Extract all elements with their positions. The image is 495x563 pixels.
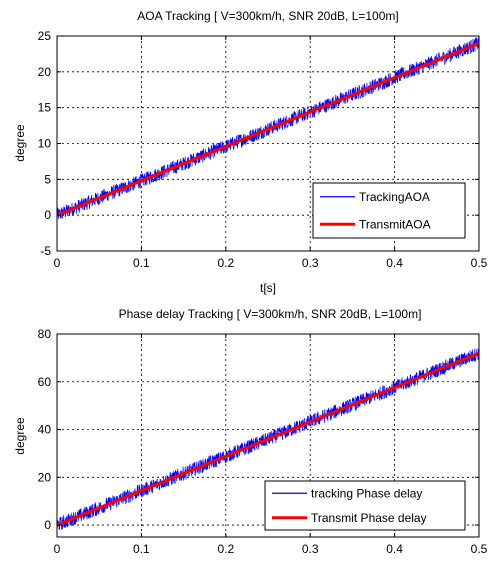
y-tick-label: -5 bbox=[40, 244, 51, 258]
chart-title: AOA Tracking [ V=300km/h, SNR 20dB, L=10… bbox=[137, 9, 398, 23]
x-tick-label: 0.4 bbox=[386, 256, 403, 270]
legend: TrackingAOA TransmitAOA bbox=[312, 182, 466, 239]
x-tick-label: 0.5 bbox=[471, 256, 488, 270]
aoa-tracking-chart: AOA Tracking [ V=300km/h, SNR 20dB, L=10… bbox=[13, 9, 488, 295]
legend: tracking Phase delay Transmit Phase delay bbox=[264, 480, 466, 531]
chart-title: Phase delay Tracking [ V=300km/h, SNR 20… bbox=[119, 307, 422, 321]
x-tick-label: 0.5 bbox=[471, 542, 488, 556]
legend-box bbox=[312, 182, 466, 239]
y-tick-label: 20 bbox=[38, 470, 52, 484]
x-tick-label: 0.1 bbox=[133, 542, 150, 556]
x-axis-label: t[s] bbox=[260, 281, 276, 295]
phase-delay-tracking-chart: Phase delay Tracking [ V=300km/h, SNR 20… bbox=[13, 307, 488, 556]
y-axis-label: degree bbox=[13, 124, 27, 162]
x-tick-label: 0 bbox=[54, 256, 61, 270]
y-tick-label: 15 bbox=[38, 101, 52, 115]
series-line-transmit bbox=[56, 41, 480, 217]
axes-frame bbox=[56, 333, 480, 538]
y-tick-label: 0 bbox=[44, 208, 51, 222]
y-tick-label: 40 bbox=[38, 423, 52, 437]
legend-entry-label: TransmitAOA bbox=[359, 217, 431, 231]
y-tick-label: 20 bbox=[38, 65, 52, 79]
x-tick-label: 0.3 bbox=[302, 256, 319, 270]
legend-box bbox=[264, 480, 466, 531]
y-tick-label: 25 bbox=[38, 29, 52, 43]
legend-entry-label: Transmit Phase delay bbox=[311, 511, 427, 525]
y-tick-label: 5 bbox=[44, 172, 51, 186]
y-tick-label: 60 bbox=[38, 375, 52, 389]
y-tick-label: 0 bbox=[44, 518, 51, 532]
series-line-transmit bbox=[56, 351, 480, 527]
x-tick-label: 0.4 bbox=[386, 542, 403, 556]
x-tick-label: 0.2 bbox=[217, 256, 234, 270]
legend-entry-label: tracking Phase delay bbox=[311, 486, 422, 500]
y-axis-label: degree bbox=[13, 417, 27, 455]
x-tick-label: 0.3 bbox=[302, 542, 319, 556]
x-tick-label: 0.1 bbox=[133, 256, 150, 270]
x-tick-label: 0.2 bbox=[217, 542, 234, 556]
legend-entry-label: TrackingAOA bbox=[359, 190, 430, 204]
x-tick-label: 0 bbox=[54, 542, 61, 556]
y-tick-label: 80 bbox=[38, 327, 52, 341]
y-tick-label: 10 bbox=[38, 137, 52, 151]
